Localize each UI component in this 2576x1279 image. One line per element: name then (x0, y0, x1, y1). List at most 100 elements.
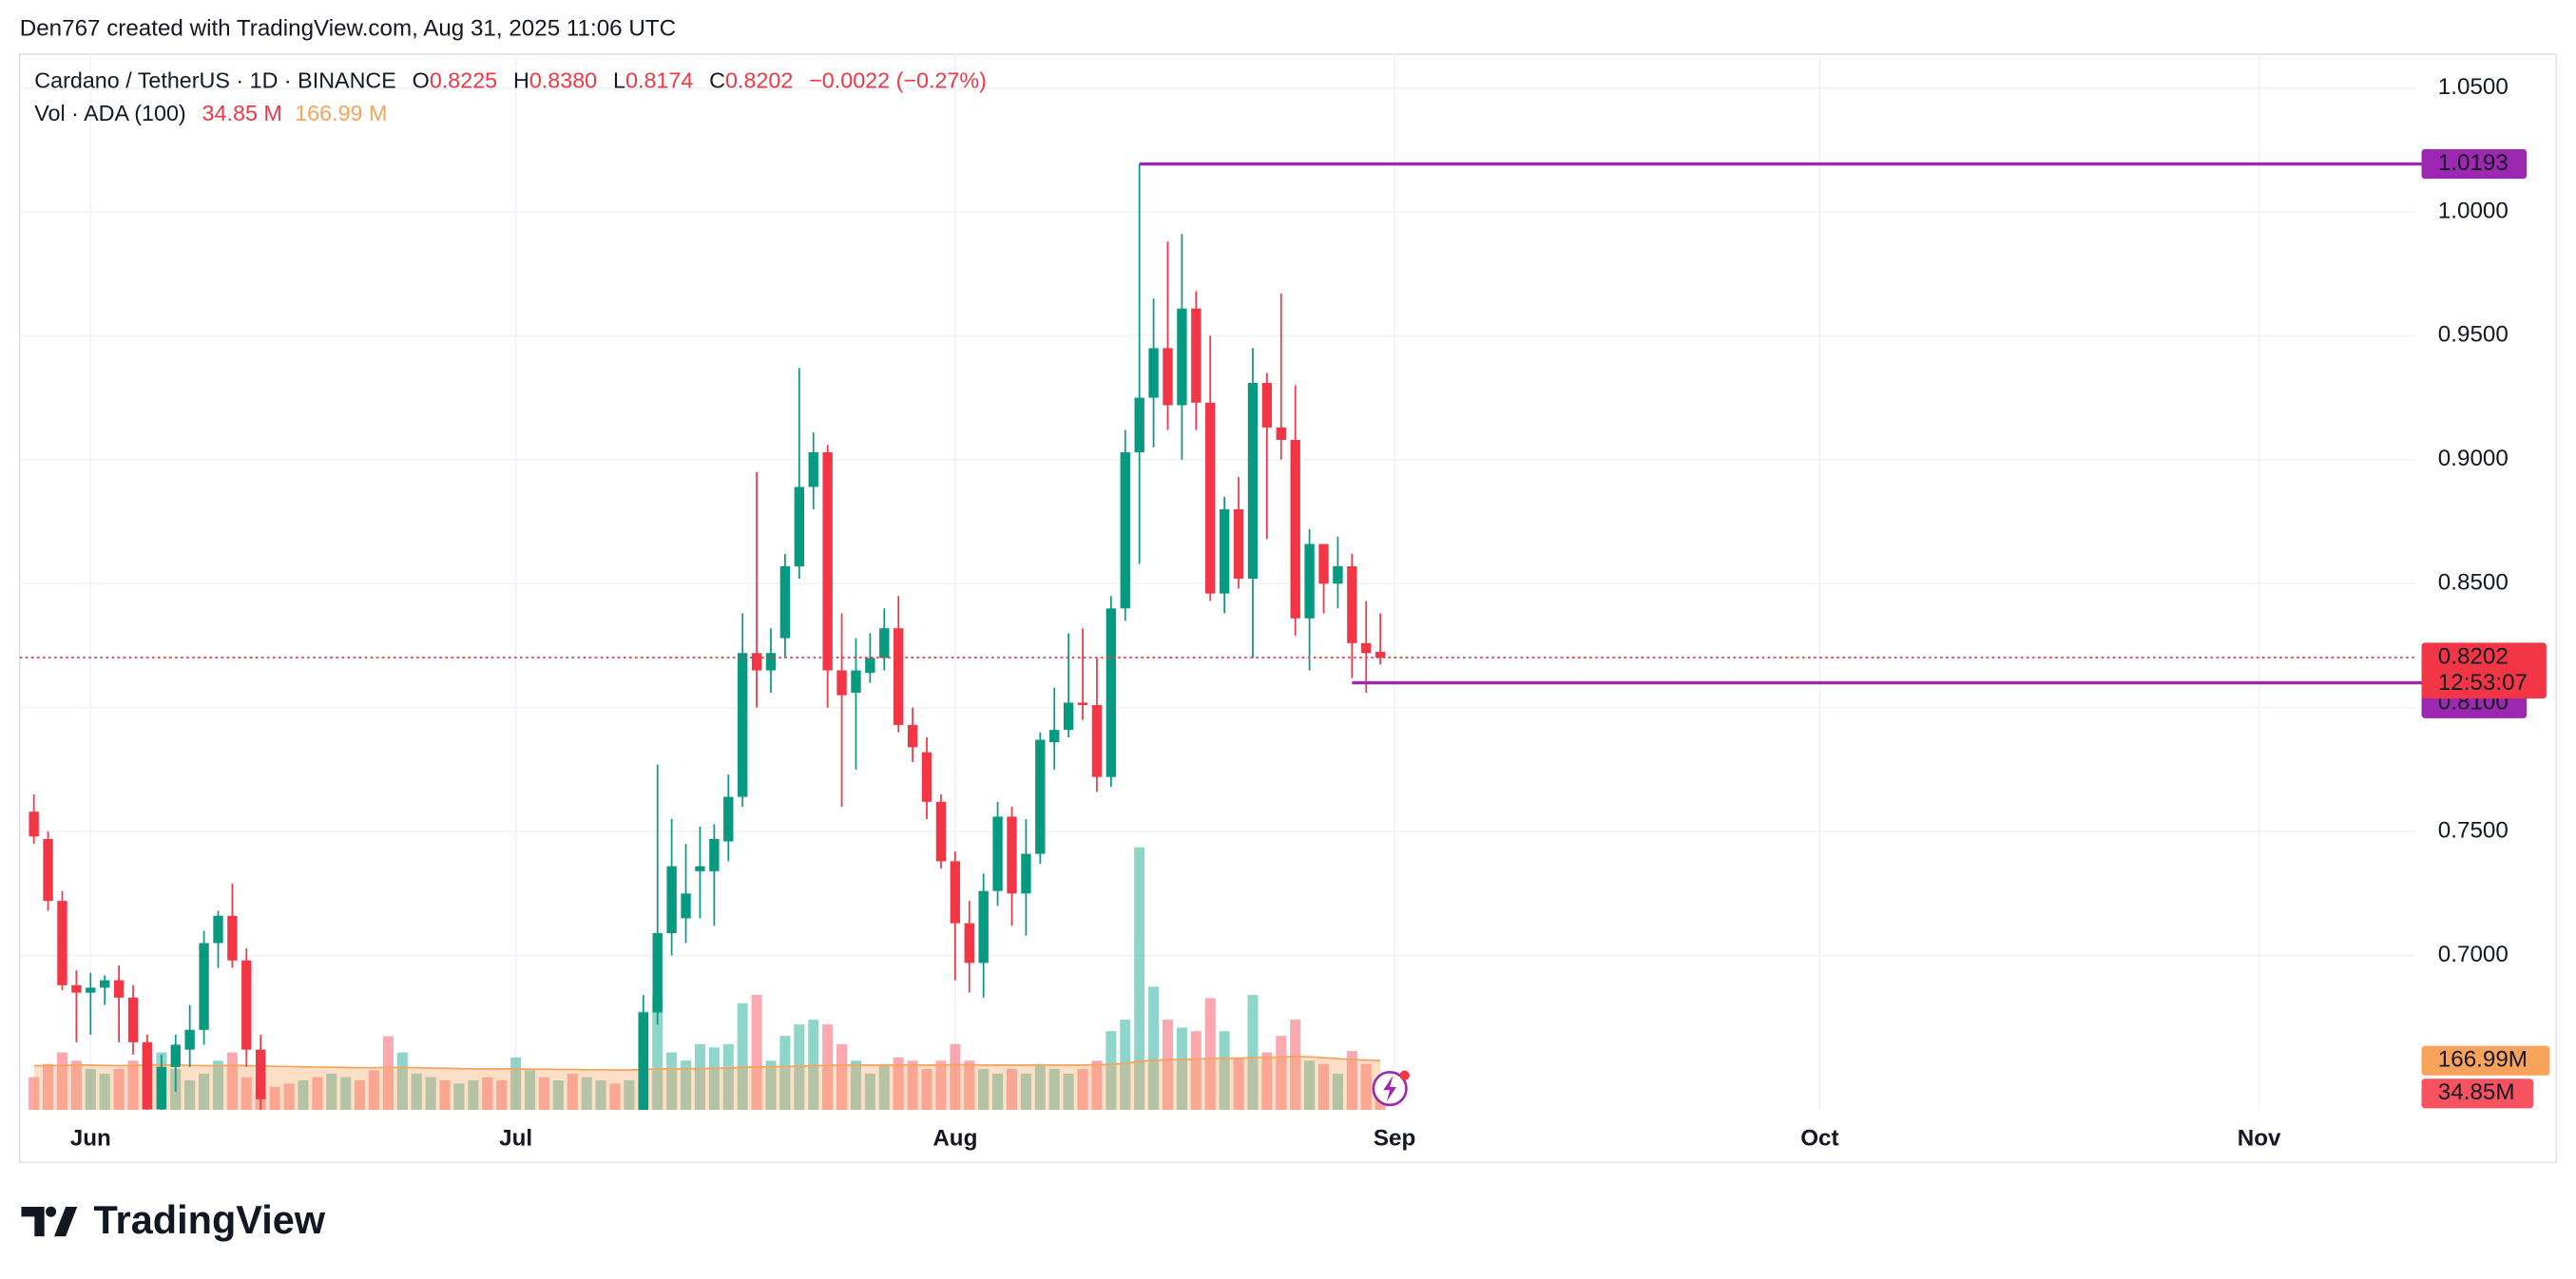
legend-volume: Vol · ADA (100) 34.85 M 166.99 M (34, 101, 387, 125)
candle-body (921, 752, 932, 802)
candle-body (723, 796, 734, 842)
volume-ma-last: 166.99 M (295, 101, 387, 125)
volume-bar (70, 1060, 82, 1111)
y-tick-label: 0.7000 (2438, 942, 2509, 967)
volume-bar (56, 1052, 68, 1111)
candle-body (1134, 397, 1144, 452)
candle-body (29, 811, 39, 837)
volume-bar (199, 1073, 210, 1111)
candle-body (1276, 427, 1286, 440)
candle-body (1049, 730, 1060, 743)
volume-bar (567, 1073, 578, 1111)
candle-body (1077, 702, 1088, 706)
header-text: Den767 created with TradingView.com, Aug… (20, 15, 676, 41)
volume-bar (836, 1043, 848, 1111)
candle-body (1375, 651, 1386, 658)
volume-bar (453, 1083, 465, 1111)
candle-body (765, 653, 777, 671)
volume-bar (1120, 1020, 1131, 1111)
candle-body (142, 1041, 153, 1110)
candle-body (1304, 544, 1315, 619)
candle-body (935, 801, 947, 862)
replay-icon (1372, 1070, 1410, 1107)
legend-change: −0.0022 (−0.27%) (809, 68, 987, 93)
volume-bar (1105, 1031, 1117, 1111)
volume-ma-label: 166.99M (2438, 1047, 2528, 1073)
grid: 0.70000.75000.80000.85000.90000.95001.00… (19, 54, 2509, 1152)
legend-main: Cardano / TetherUS · 1D · BINANCE O0.822… (34, 68, 987, 93)
volume-bar (312, 1077, 323, 1111)
volume-bar (269, 1086, 280, 1111)
legend-o: O (413, 68, 430, 93)
legend-low: 0.8174 (625, 68, 693, 93)
volume-bar (127, 1060, 139, 1111)
candle-body (751, 653, 762, 671)
volume-bar (765, 1060, 777, 1111)
y-tick-label: 0.9500 (2438, 322, 2509, 348)
candle-body (1007, 816, 1017, 894)
volume-bar (595, 1080, 606, 1111)
candle-body (1120, 451, 1130, 609)
volume-bar (524, 1070, 536, 1111)
candle-body (836, 670, 847, 696)
volume-bar (212, 1060, 224, 1111)
candle-body (808, 451, 818, 487)
candle-body (1163, 348, 1173, 406)
volume-bar (326, 1073, 337, 1111)
volume-bar (85, 1068, 96, 1111)
legend-title: Cardano / TetherUS · 1D · BINANCE (34, 68, 396, 93)
volume-bar (240, 1077, 252, 1111)
volume-bar (1148, 986, 1160, 1111)
volume-bar (794, 1024, 805, 1111)
volume-bar (1077, 1068, 1088, 1111)
volume-bar (1162, 1020, 1174, 1111)
volume-bar (808, 1020, 819, 1111)
volume-bar (694, 1043, 705, 1111)
candle-body (227, 915, 238, 961)
volume-bar (822, 1024, 834, 1111)
candle-body (964, 923, 974, 964)
candle-body (1318, 544, 1329, 584)
candle-body (1347, 565, 1357, 643)
volume-bar (283, 1083, 295, 1111)
volume-bar (1360, 1063, 1372, 1111)
candle-body (666, 866, 677, 934)
candle-body (652, 933, 663, 1013)
volume-bar (1063, 1073, 1074, 1111)
volume-bar (581, 1077, 592, 1111)
volume-bar (468, 1080, 479, 1111)
volume-name: Vol · ADA (100) (34, 101, 185, 125)
candle-body (1063, 702, 1074, 731)
volume-bar (538, 1077, 549, 1111)
candle-body (57, 901, 67, 985)
y-tick-label: 0.8500 (2438, 570, 2509, 596)
candle-body (681, 893, 691, 919)
candle-body (992, 816, 1003, 891)
volume-bar (1375, 1099, 1386, 1111)
volume-bar (978, 1068, 990, 1111)
volume-bar (850, 1060, 861, 1111)
candle-body (1148, 348, 1159, 398)
volume-bar (681, 1060, 692, 1111)
volume-bar (1091, 1060, 1103, 1111)
volume-bar (779, 1036, 791, 1111)
volume-last: 34.85 M (202, 101, 282, 125)
volume-label-box (2421, 1079, 2534, 1109)
y-tick-label: 1.0500 (2438, 74, 2509, 100)
legend-close: 0.8202 (725, 68, 793, 93)
volume-bar (411, 1073, 422, 1111)
candle-body (779, 565, 791, 639)
candle-body (638, 1012, 648, 1111)
volume-bar (935, 1060, 947, 1111)
volume-bar (722, 1043, 734, 1111)
candle-body (737, 653, 748, 797)
candle-body (113, 980, 125, 998)
volume-bar (1034, 1063, 1046, 1111)
volume-bar (921, 1068, 932, 1111)
volume-bar (368, 1070, 380, 1111)
volume-bar (439, 1080, 451, 1111)
candle-body (1021, 853, 1031, 894)
